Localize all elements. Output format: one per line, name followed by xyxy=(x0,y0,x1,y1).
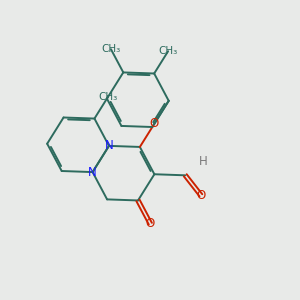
Text: CH₃: CH₃ xyxy=(98,92,118,102)
Text: O: O xyxy=(196,189,206,202)
Text: O: O xyxy=(150,117,159,130)
Text: H: H xyxy=(199,154,208,167)
Text: O: O xyxy=(146,217,155,230)
Text: N: N xyxy=(105,140,113,152)
Text: CH₃: CH₃ xyxy=(158,46,178,56)
Text: N: N xyxy=(88,166,97,178)
Text: CH₃: CH₃ xyxy=(101,44,121,54)
